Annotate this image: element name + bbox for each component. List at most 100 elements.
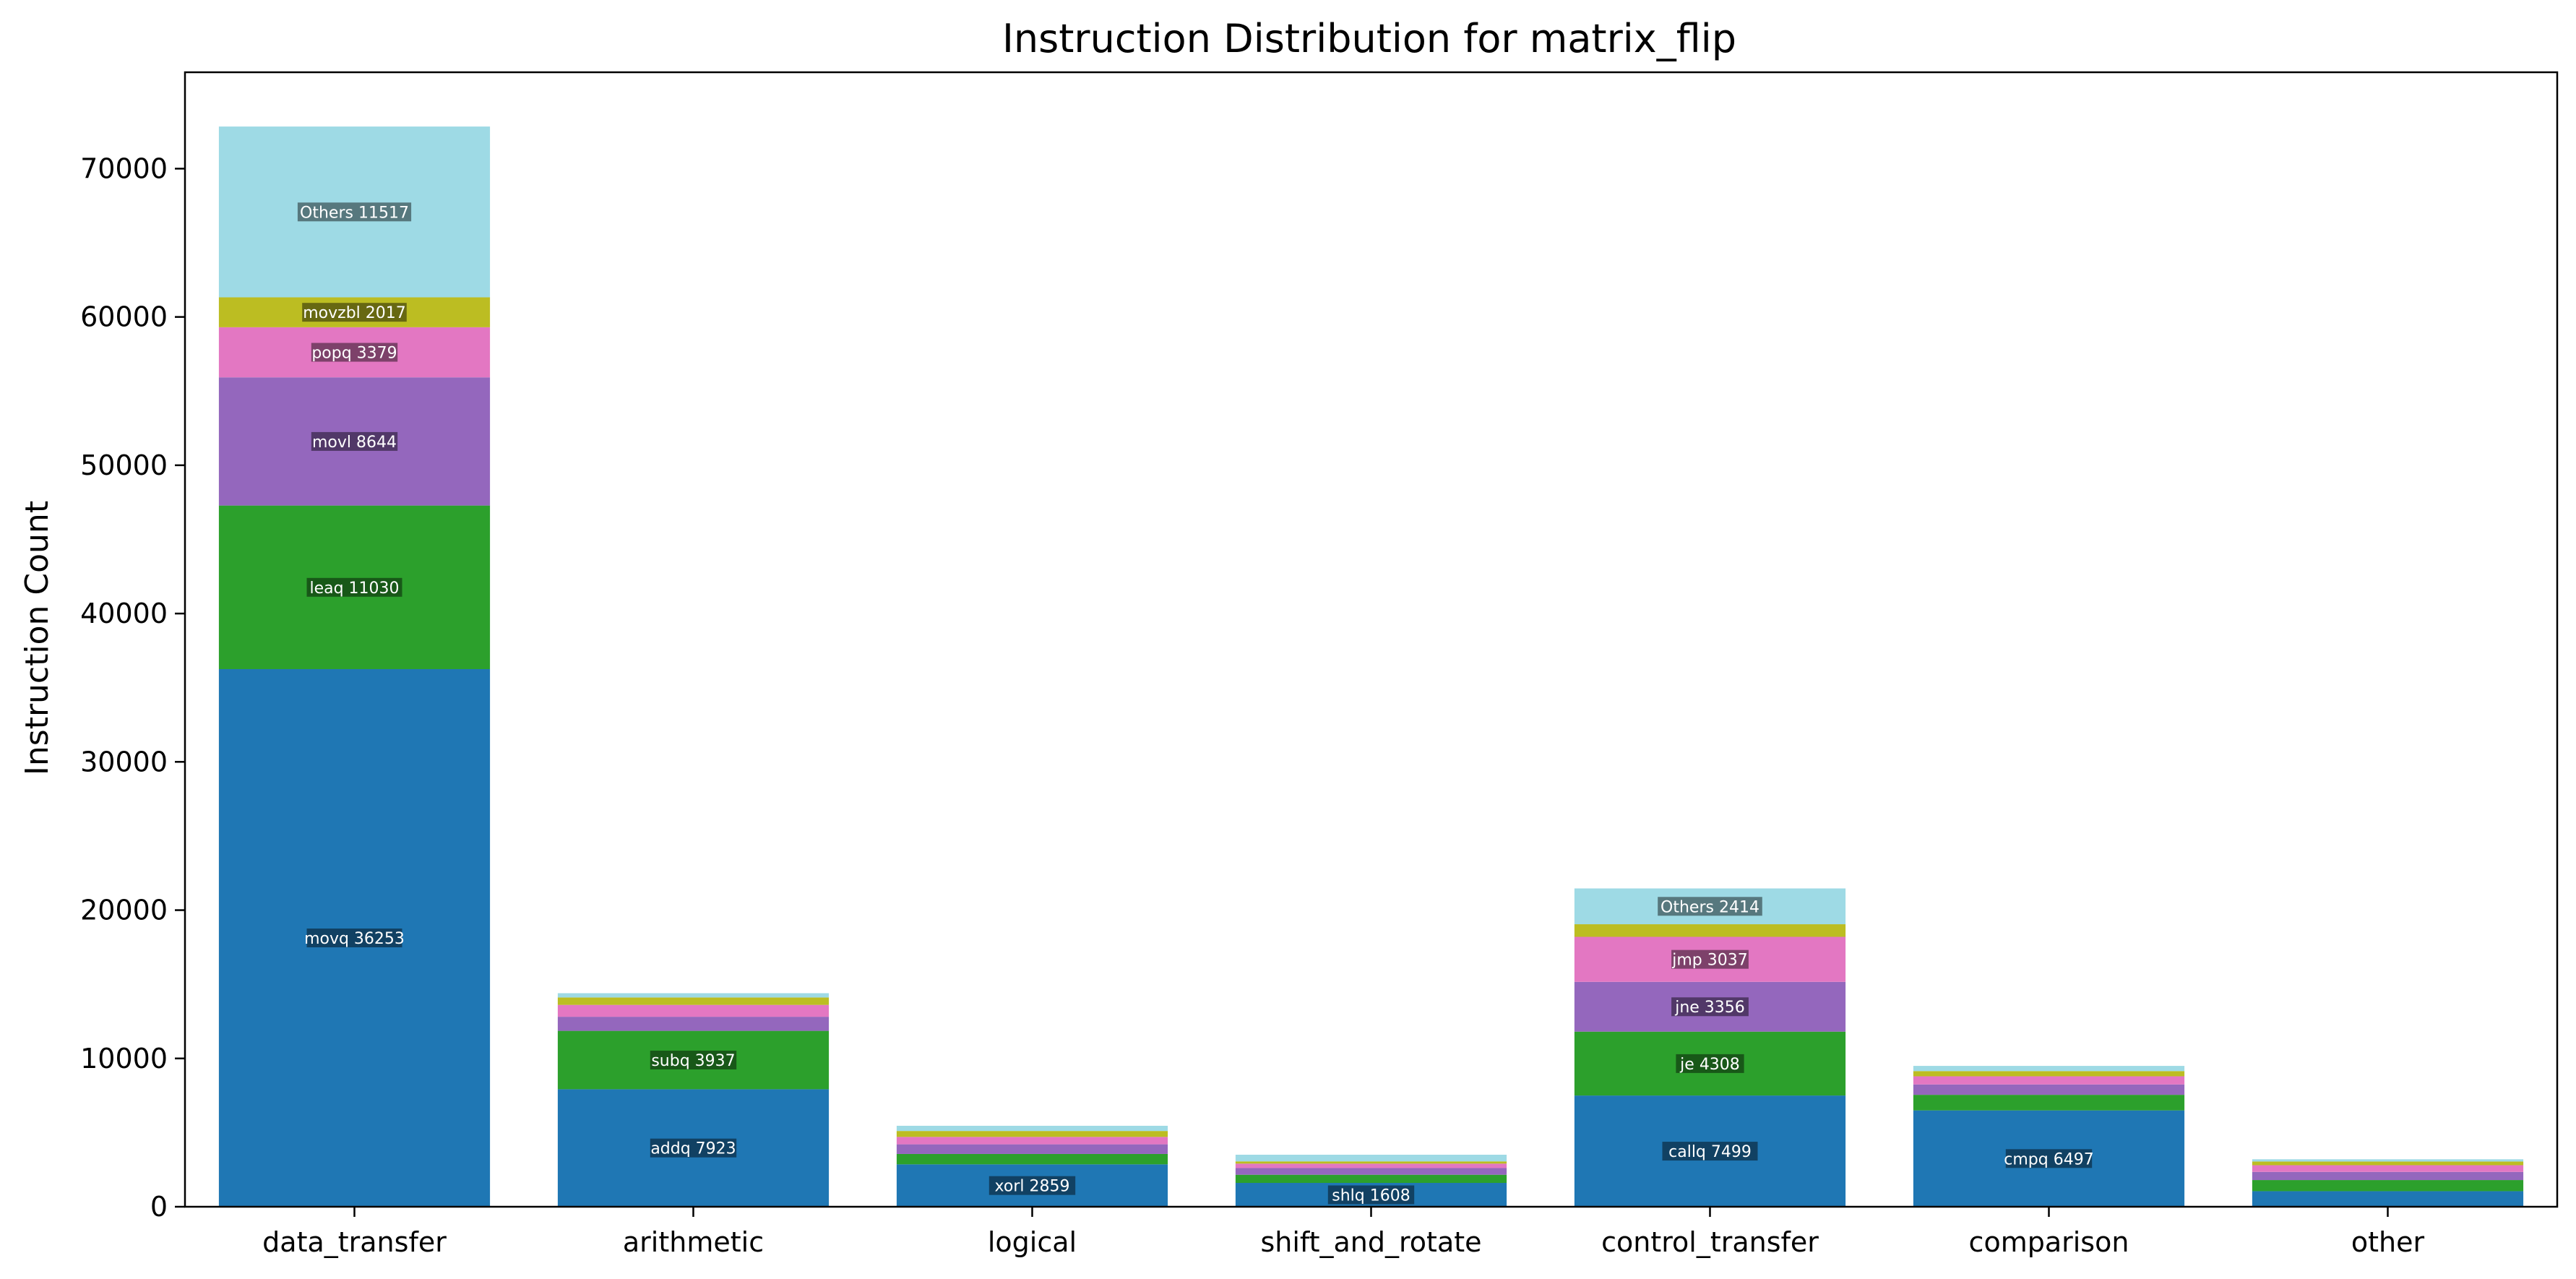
segment-data-label: xorl 2859 (995, 1178, 1070, 1196)
segment-label-background (306, 577, 402, 597)
segment-data-label: leaq 11030 (309, 580, 399, 598)
segment-data-label: movzbl 2017 (303, 304, 406, 322)
bar-segment (896, 1144, 1168, 1154)
bar-stack-comparison: cmpq 6497 (1913, 1066, 2185, 1207)
bar-segment (896, 1164, 1168, 1207)
segment-label-background (1671, 949, 1749, 969)
y-axis-label: Instruction Count (19, 501, 56, 775)
x-tick-label: arithmetic (623, 1226, 764, 1258)
x-tick-label: other (2351, 1226, 2425, 1258)
segment-data-label: movq 36253 (304, 930, 405, 948)
segment-data-label: Others 11517 (300, 204, 409, 222)
x-axis: data_transfer arithmetic logical shift_and_… (262, 1207, 2424, 1258)
bar-segment (1574, 924, 1846, 937)
segment-label-background (306, 928, 402, 947)
y-tick-label: 40000 (80, 598, 168, 629)
bar-segment (2252, 1180, 2524, 1192)
segment-data-label: callq 7499 (1668, 1143, 1752, 1161)
y-tick-label: 50000 (80, 449, 168, 481)
bar-segment (1913, 1076, 2185, 1085)
segment-data-label: jne 3356 (1674, 999, 1745, 1017)
x-tick-label: logical (988, 1226, 1077, 1258)
bar-segment (557, 993, 830, 998)
bar-segment (557, 1089, 830, 1207)
segment-label-background (311, 343, 398, 362)
bar-segment (557, 1030, 830, 1090)
bar-segment (557, 997, 830, 1005)
segment-label-background (1662, 1142, 1758, 1161)
plot-frame (184, 71, 2559, 1208)
plot-area: movq 36253 leaq 11030 movl 8644 popq 3379 mo… (218, 126, 2524, 1207)
segment-label-background (1676, 1054, 1744, 1073)
bar-segment (218, 668, 491, 1207)
segment-data-label: movl 8644 (312, 434, 397, 452)
bar-segment (1574, 936, 1846, 982)
bar-segment (1913, 1066, 2185, 1072)
bar-segment (1574, 981, 1846, 1032)
bar-segment (1235, 1161, 1507, 1164)
segment-label-background (1658, 897, 1762, 916)
bar-segment (557, 1004, 830, 1017)
bar-segment (557, 1017, 830, 1031)
bar-stack-shift_and_rotate: shlq 1608 (1235, 1155, 1507, 1207)
y-tick-label: 0 (150, 1191, 168, 1223)
bar-stack-control_transfer: callq 7499 je 4308 jne 3356 jmp 3037 Others … (1574, 888, 1846, 1207)
bar-segment (2252, 1161, 2524, 1166)
x-tick-label: data_transfer (262, 1226, 447, 1258)
y-tick-label: 70000 (80, 152, 168, 184)
bar-segment (896, 1153, 1168, 1165)
bar-segment (2252, 1171, 2524, 1181)
segment-label-background (988, 1176, 1076, 1195)
bar-segment (896, 1125, 1168, 1132)
bar-segment (218, 377, 491, 506)
bar-stack-arithmetic: addq 7923 subq 3937 (557, 993, 830, 1207)
segment-data-label: cmpq 6497 (2004, 1150, 2093, 1168)
bar-segment (1913, 1084, 2185, 1095)
segment-label-background (650, 1050, 737, 1069)
segment-data-label: addq 7923 (650, 1140, 736, 1158)
bar-segment (896, 1131, 1168, 1137)
segment-label-background (1671, 997, 1749, 1017)
x-tick-label: comparison (1969, 1226, 2129, 1258)
bar-segment (2252, 1159, 2524, 1162)
segment-label-background (311, 431, 398, 451)
y-tick-label: 10000 (80, 1043, 168, 1075)
bar-segment (1574, 888, 1846, 925)
bar-segment (218, 297, 491, 327)
bar-stack-data_transfer: movq 36253 leaq 11030 movl 8644 popq 3379 mo… (218, 126, 491, 1207)
bar-segment (218, 126, 491, 298)
bar-segment (1235, 1174, 1507, 1183)
segment-label-background (302, 303, 407, 322)
y-tick-label: 30000 (80, 746, 168, 778)
bar-segment (218, 327, 491, 378)
segment-label-background (297, 202, 412, 222)
segment-data-label: popq 3379 (311, 345, 397, 363)
segment-data-label: subq 3937 (651, 1052, 735, 1070)
bar-segment (1913, 1071, 2185, 1077)
bar-stack-other (2252, 1159, 2524, 1207)
bar-segment (1235, 1168, 1507, 1175)
segment-data-label: shlq 1608 (1332, 1187, 1410, 1205)
segment-data-label: je 4308 (1679, 1056, 1740, 1074)
bar-segment (1574, 1095, 1846, 1207)
bar-segment (2252, 1165, 2524, 1172)
segment-label-background (1327, 1185, 1415, 1205)
y-axis: 0 10000 20000 30000 40000 50000 60000 70000 (80, 152, 185, 1223)
y-tick-label: 20000 (80, 895, 168, 926)
segment-data-label: Others 2414 (1660, 898, 1759, 916)
bar-segment (896, 1137, 1168, 1145)
bar-segment (1574, 1031, 1846, 1096)
bar-segment (1913, 1110, 2185, 1207)
segment-data-label: jmp 3037 (1671, 952, 1748, 970)
x-tick-label: control_transfer (1601, 1226, 1819, 1258)
bar-segment (218, 505, 491, 669)
y-tick-label: 60000 (80, 301, 168, 333)
bar-segment (2252, 1191, 2524, 1207)
bar-stack-logical: xorl 2859 (896, 1125, 1168, 1207)
segment-label-background (2005, 1149, 2093, 1168)
bar-segment (1235, 1163, 1507, 1168)
x-tick-label: shift_and_rotate (1260, 1226, 1481, 1258)
bar-segment (1913, 1095, 2185, 1111)
